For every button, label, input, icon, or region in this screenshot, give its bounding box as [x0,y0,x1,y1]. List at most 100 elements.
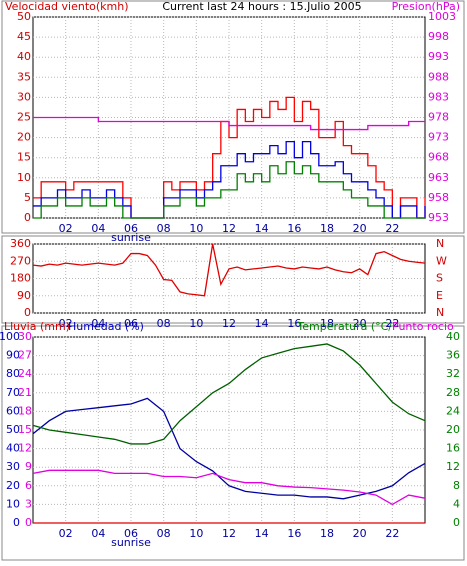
x-tick-label: 14 [255,222,269,235]
x-tick-label: 04 [91,317,105,330]
y3-tick-label: 24 [18,367,32,380]
x-tick-label: 06 [124,527,138,540]
y-tick-label: 40 [6,442,20,455]
panel-frame [1,325,465,561]
y2-axis-title: Presion(hPa) [392,0,460,13]
y2-tick-label: 998 [428,30,449,43]
x-tick-label: 20 [353,527,367,540]
y2-tick-label: N [436,237,444,250]
sunrise-label: sunrise [111,231,151,244]
series-line [33,116,425,131]
x-tick-label: 18 [320,222,334,235]
panel-frame [1,235,465,324]
y-tick-label: 15 [17,151,31,164]
x-tick-label: 22 [385,527,399,540]
y2-tick-label: 20 [446,423,460,436]
y2-tick-label: 978 [428,111,449,124]
x-tick-label: 02 [59,222,73,235]
series-line [33,96,426,219]
y2-tick-label: 1003 [428,10,456,23]
y-tick-label: 0 [24,211,31,224]
y3-tick-label: 0 [25,516,32,529]
y2-tick-label: 4 [453,497,460,510]
y-axis-title: Velocidad viento(kmh) [5,0,129,13]
y-tick-label: 20 [6,479,20,492]
y-tick-label: 360 [10,237,31,250]
y3-tick-label: 15 [18,423,32,436]
y-tick-label: 10 [6,497,20,510]
x-tick-label: 08 [157,317,171,330]
y3-tick-label: 18 [18,404,32,417]
panel-frame [1,0,465,234]
y2-tick-label: 8 [453,479,460,492]
y-tick-label: 40 [17,50,31,63]
y3-tick-label: 30 [18,330,32,343]
y-tick-label: 100 [0,330,20,343]
y2-tick-label: 963 [428,171,449,184]
y2-tick-label: 24 [446,404,460,417]
y2-tick-label: W [436,254,447,267]
x-tick-label: 22 [385,317,399,330]
y-tick-label: 80 [6,367,20,380]
dewpoint-axis-title: Punto rocio [392,320,454,333]
sunrise-label: sunrise [111,536,151,549]
y-tick-label: 60 [6,404,20,417]
y-tick-label: 45 [17,30,31,43]
y-tick-label: 25 [17,111,31,124]
y2-tick-label: 16 [446,442,460,455]
y-tick-label: 0 [13,516,20,529]
y2-tick-label: 968 [428,151,449,164]
y2-tick-label: 32 [446,367,460,380]
y3-tick-label: 27 [18,349,32,362]
x-tick-label: 04 [91,222,105,235]
y2-tick-label: E [436,289,443,302]
y-tick-label: 180 [10,272,31,285]
rain-axis-title: Lluvia (mm) [4,320,70,333]
x-tick-label: 16 [287,222,301,235]
x-tick-label: 14 [255,317,269,330]
x-tick-label: 02 [59,527,73,540]
x-tick-label: 14 [255,527,269,540]
y2-tick-label: 973 [428,131,449,144]
y-tick-label: 5 [24,191,31,204]
y3-tick-label: 6 [25,479,32,492]
temperature-axis-title: Temperatura (°C/ [296,320,392,333]
x-tick-label: 20 [353,317,367,330]
y-tick-label: 30 [6,460,20,473]
x-tick-label: 18 [320,527,334,540]
y2-tick-label: 983 [428,90,449,103]
series-line [32,469,426,506]
series-line [33,140,426,219]
x-tick-label: 10 [189,527,203,540]
y2-tick-label: 0 [453,516,460,529]
y2-tick-label: 993 [428,50,449,63]
x-tick-label: 06 [124,222,138,235]
x-tick-label: 12 [222,317,236,330]
x-tick-label: 12 [222,527,236,540]
y2-tick-label: N [436,306,444,319]
y2-tick-label: S [436,272,443,285]
y2-tick-label: 12 [446,460,460,473]
y-tick-label: 35 [17,70,31,83]
x-tick-label: 06 [124,317,138,330]
y2-tick-label: 36 [446,349,460,362]
x-tick-label: 16 [287,317,301,330]
y-tick-label: 0 [24,306,31,319]
y3-tick-label: 21 [18,386,32,399]
y-tick-label: 270 [10,254,31,267]
y-tick-label: 50 [17,10,31,23]
y-tick-label: 90 [6,349,20,362]
series-line [32,343,426,445]
y2-tick-label: 958 [428,191,449,204]
y2-tick-label: 40 [446,330,460,343]
humidity-axis-title: Humedad (%) [68,320,144,333]
y2-tick-label: 988 [428,70,449,83]
x-tick-label: 02 [59,317,73,330]
y-tick-label: 20 [17,131,31,144]
y2-tick-label: 953 [428,211,449,224]
y-tick-label: 70 [6,386,20,399]
x-tick-label: 22 [385,222,399,235]
chart-title: Current last 24 hours : 15.Julio 2005 [162,0,361,13]
x-tick-label: 20 [353,222,367,235]
